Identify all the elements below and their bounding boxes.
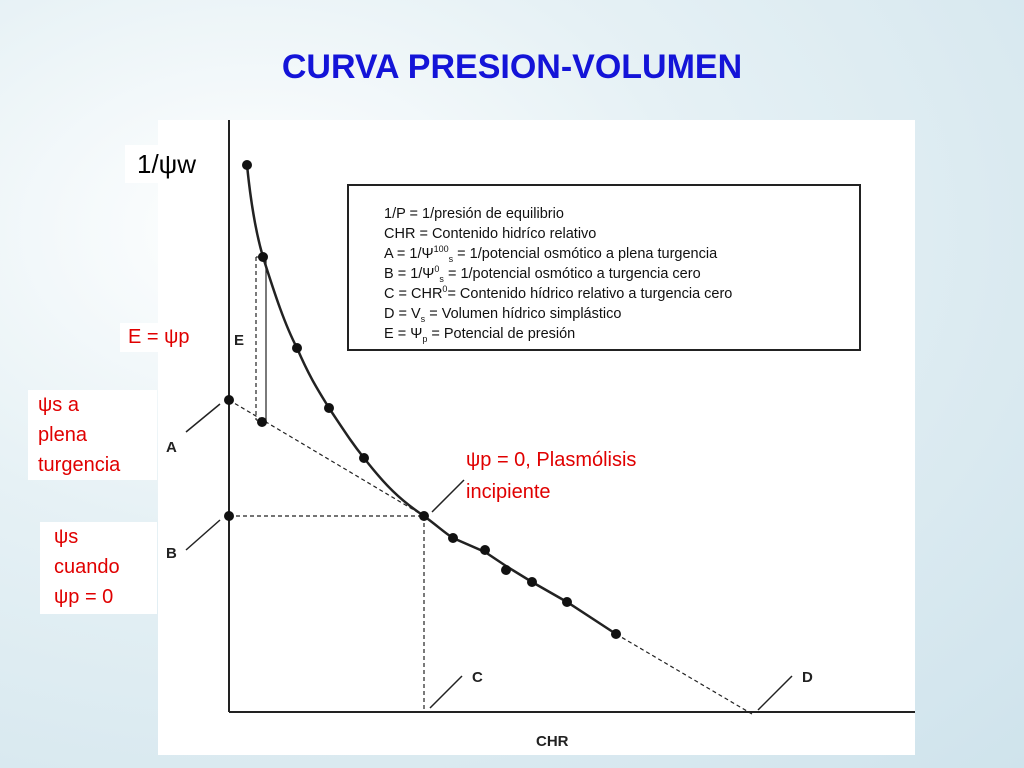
legend-box (347, 184, 861, 351)
slide-title: CURVA PRESION-VOLUMEN (281, 48, 743, 86)
legend-text: C = CHR (384, 286, 442, 302)
legend-text: s (421, 314, 426, 324)
arrow (757, 675, 793, 711)
legend-text: s (449, 254, 454, 264)
annotation-line: ψp = 0, Plasmólisis (466, 449, 637, 471)
arrow (429, 675, 463, 709)
x-axis-label: CHR (536, 733, 569, 750)
label: A (166, 439, 177, 456)
label: B (166, 545, 177, 562)
label: D (802, 669, 813, 686)
arrow (431, 479, 465, 513)
legend-text: = 1/potencial osmótico a plena turgencia (453, 246, 718, 262)
legend-entry: C = CHR0= Contenido hídrico relativo a t… (384, 284, 732, 302)
figure-background (158, 120, 915, 755)
annotation-line: turgencia (38, 454, 121, 476)
legend-entry: E = Ψp = Potencial de presión (384, 326, 575, 344)
legend-text: 100 (434, 244, 449, 254)
annotation-line: plena (38, 424, 87, 446)
legend-text: s (439, 274, 444, 284)
annotation: ψp = 0, Plasmólisis incipiente (466, 444, 636, 508)
legend-text: B = 1/Ψ (384, 266, 434, 282)
legend-text: CHR = Contenido hidríco relativo (384, 226, 596, 242)
legend-text: = Volumen hídrico simplástico (425, 306, 621, 322)
legend-text: = Potencial de presión (427, 326, 575, 342)
annotation-line: ψp = 0 (54, 586, 114, 608)
legend-text: 0 (442, 284, 447, 294)
legend-text: A = 1/Ψ (384, 246, 434, 262)
label: C (472, 669, 483, 686)
annotation-line: cuando (54, 556, 120, 578)
annotation: E = ψp (120, 323, 210, 352)
label: E (234, 332, 244, 349)
legend-text: = 1/potencial osmótico a turgencia cero (444, 266, 701, 282)
legend-entry: 1/P = 1/presión de equilibrio (384, 206, 564, 222)
legend-entry: CHR = Contenido hidríco relativo (384, 226, 596, 242)
legend-entry: A = 1/Ψ100s = 1/potencial osmótico a ple… (384, 244, 718, 264)
y-axis-label: 1/ψw (125, 145, 210, 183)
arrow (185, 519, 221, 551)
legend-entry: B = 1/Ψ0s = 1/potencial osmótico a turge… (384, 264, 701, 284)
legend-text: D = V (384, 306, 421, 322)
annotation-line: ψs (54, 526, 79, 548)
annotation: ψs cuando ψp = 0 (40, 522, 157, 614)
annotation-line: ψs a (38, 394, 79, 416)
legend-text: E = Ψ (384, 326, 422, 342)
legend-text: p (422, 334, 427, 344)
legend-text: 1/P = 1/presión de equilibrio (384, 206, 564, 222)
legend-entry: D = Vs = Volumen hídrico simplástico (384, 306, 621, 324)
annotation: ψs a plena turgencia (28, 390, 157, 480)
annotation-line: incipiente (466, 481, 551, 503)
legend-text: 0 (434, 264, 439, 274)
arrow (185, 403, 221, 433)
legend-text: = Contenido hídrico relativo a turgencia… (447, 286, 732, 302)
extrapolation (615, 633, 753, 715)
